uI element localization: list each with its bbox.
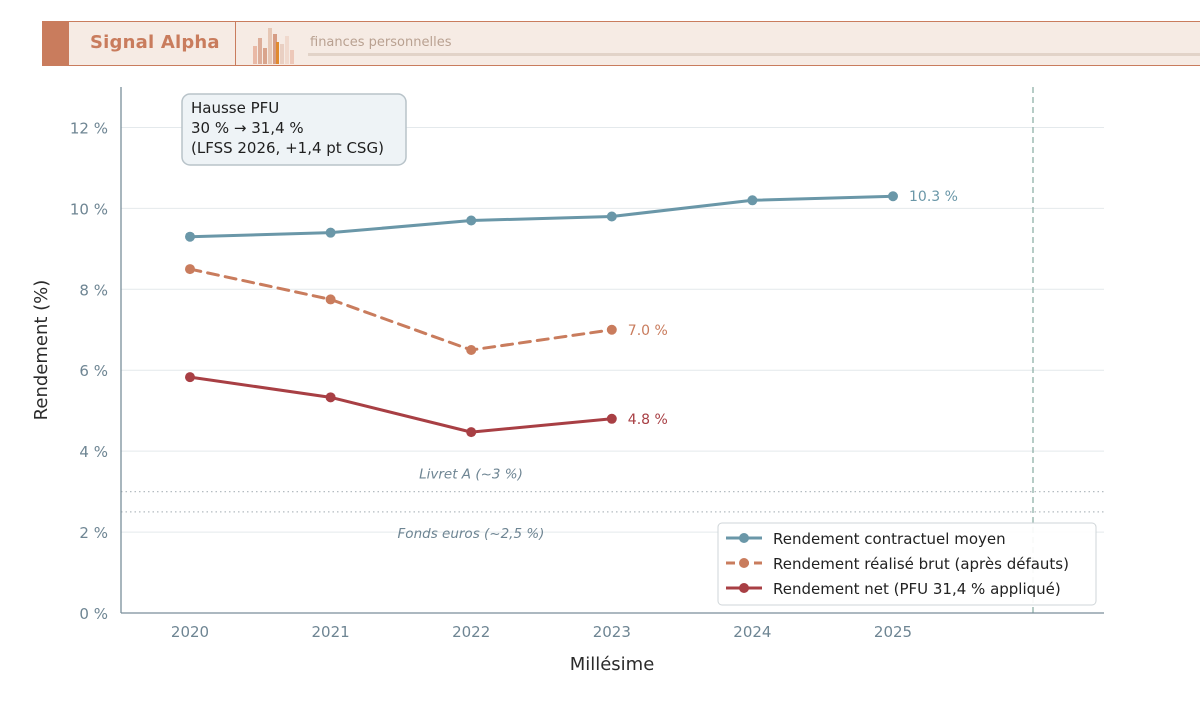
- end-value-label: 4.8 %: [628, 412, 668, 428]
- brand-rule: [308, 53, 1200, 56]
- series-line: [188, 267, 614, 352]
- series-line: [188, 375, 614, 434]
- reference-label: Livret A (~3 %): [419, 467, 523, 483]
- data-point: [606, 324, 617, 335]
- legend-entry: Rendement réalisé brut (après défauts): [773, 555, 1069, 573]
- x-axis-label: Millésime: [570, 654, 655, 675]
- data-point: [606, 211, 617, 222]
- y-tick-label: 12 %: [70, 119, 108, 137]
- reference-label: Fonds euros (~2,5 %): [398, 526, 545, 542]
- data-point: [606, 413, 617, 424]
- y-tick-label: 0 %: [79, 605, 108, 623]
- data-point: [747, 195, 758, 206]
- legend-marker: [739, 558, 749, 568]
- legend-entry: Rendement contractuel moyen: [773, 530, 1006, 548]
- x-tick-label: 2022: [452, 623, 490, 641]
- annotation-text: 30 % → 31,4 %: [191, 119, 304, 137]
- y-tick-label: 4 %: [79, 443, 108, 461]
- legend-marker: [739, 533, 749, 543]
- annotation-text: (LFSS 2026, +1,4 pt CSG): [191, 139, 384, 157]
- end-value-label: 10.3 %: [909, 189, 958, 205]
- data-point: [466, 215, 477, 226]
- brand-divider: [235, 22, 236, 65]
- y-axis-label: Rendement (%): [31, 280, 52, 421]
- data-point: [888, 191, 898, 202]
- x-tick-label: 2020: [171, 623, 209, 641]
- data-point: [466, 345, 477, 355]
- x-tick-label: 2024: [733, 623, 771, 641]
- data-point: [325, 227, 336, 238]
- end-value-label: 7.0 %: [628, 323, 668, 339]
- y-tick-label: 8 %: [79, 281, 108, 299]
- legend-entry: Rendement net (PFU 31,4 % appliqué): [773, 580, 1061, 598]
- data-point: [325, 392, 336, 403]
- brand-name: Signal Alpha: [90, 32, 220, 53]
- data-point: [185, 231, 195, 242]
- data-point: [325, 294, 336, 305]
- series-line: [188, 194, 895, 239]
- legend-box: [717, 522, 1097, 606]
- x-tick-label: 2021: [312, 623, 350, 641]
- bar-chart-logo-icon: [253, 28, 294, 64]
- brand-swatch: [42, 22, 69, 65]
- y-tick-label: 10 %: [70, 200, 108, 218]
- x-tick-label: 2025: [874, 623, 912, 641]
- data-point: [185, 372, 195, 383]
- brand-header: Signal Alpha finances personnelles: [42, 21, 1200, 66]
- data-point: [185, 264, 195, 275]
- legend-marker: [739, 583, 749, 593]
- annotation-text: Hausse PFU: [191, 99, 279, 117]
- x-tick-label: 2023: [593, 623, 631, 641]
- annotation-box: [181, 93, 407, 166]
- brand-tagline: finances personnelles: [310, 35, 452, 50]
- data-point: [466, 427, 477, 438]
- y-tick-label: 2 %: [79, 524, 108, 542]
- y-tick-label: 6 %: [79, 362, 108, 380]
